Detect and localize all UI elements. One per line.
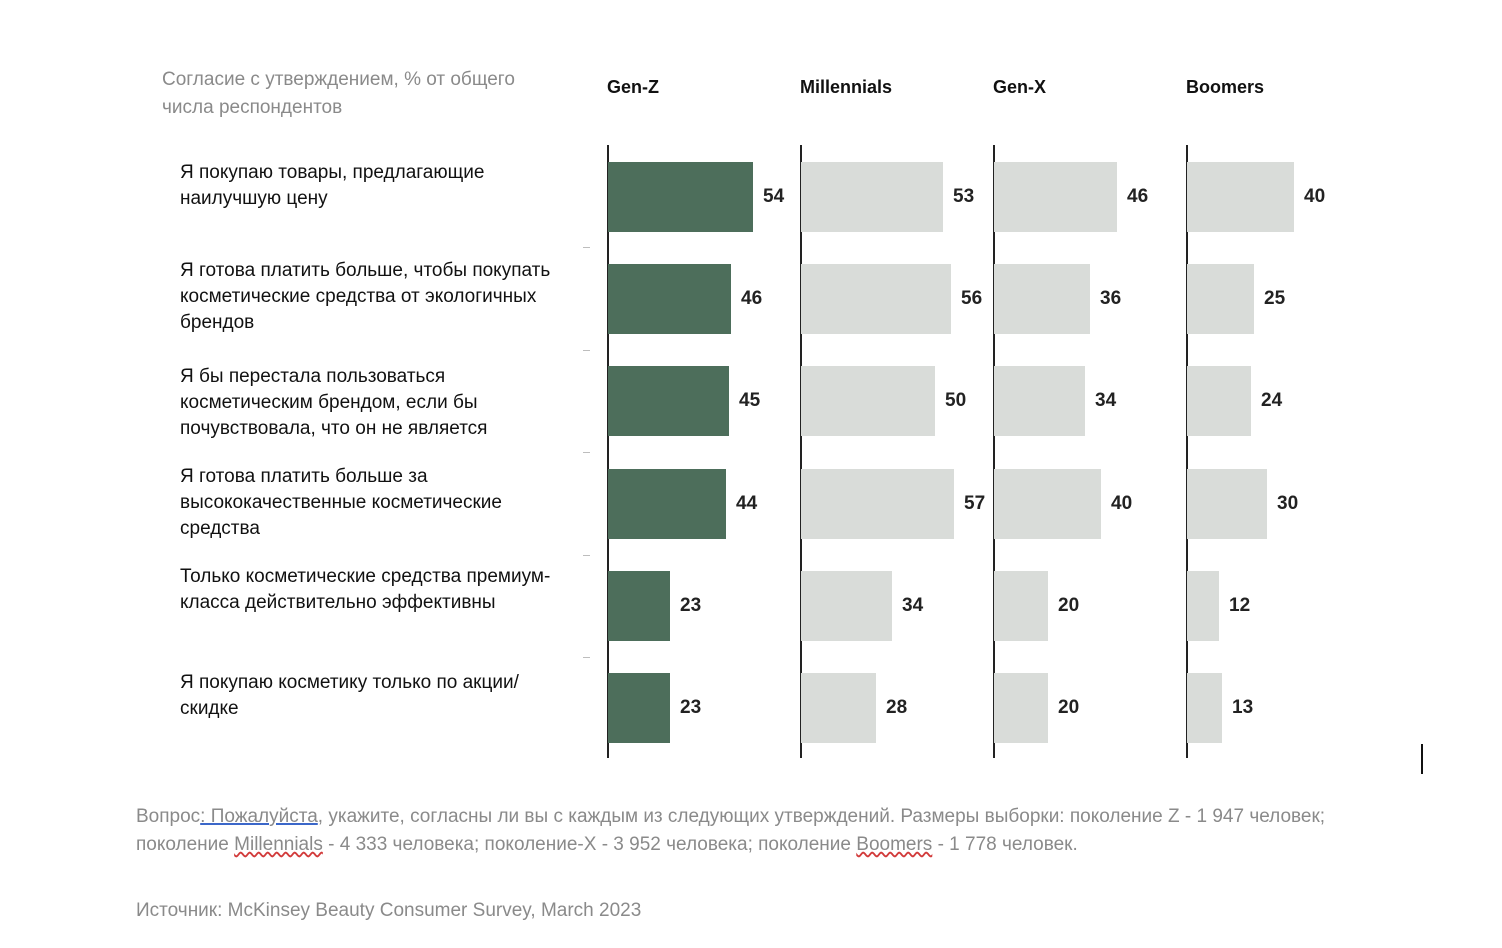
bar-value-label: 12 [1229, 595, 1251, 616]
question-millennials: Millennials [234, 834, 323, 855]
bar [801, 469, 954, 539]
bar-value-label: 34 [902, 595, 924, 616]
bar [1187, 469, 1267, 539]
question-text-2: - 4 333 человека; поколение-X - 3 952 че… [322, 834, 857, 855]
bar [608, 571, 670, 641]
chart-subtitle: Согласие с утверждением, % от общего чис… [162, 69, 515, 118]
series-axis [993, 145, 995, 758]
bar [608, 366, 729, 436]
question-boomers: Boomers [856, 834, 933, 855]
series-axis [607, 145, 609, 758]
bar-value-label: 50 [945, 390, 967, 411]
row-label: Я готова платить больше, чтобы покупать … [180, 260, 551, 333]
bar-value-label: 54 [763, 186, 785, 207]
bar [994, 366, 1085, 436]
bar [608, 469, 726, 539]
bar [801, 673, 876, 743]
source-note: Источник: McKinsey Beauty Consumer Surve… [136, 900, 642, 921]
series-axis [800, 145, 802, 758]
series-axis [1186, 145, 1188, 758]
row-label: Я готова платить больше за высококачеств… [180, 466, 502, 539]
bar-value-label: 53 [953, 186, 975, 207]
bar-value-label: 20 [1058, 697, 1080, 718]
row-label: Я покупаю товары, предлагающие наилучшую… [180, 162, 485, 209]
text-cursor [1421, 744, 1423, 774]
bar [801, 264, 951, 334]
bar-value-label: 46 [1127, 186, 1149, 207]
question-prefix: Вопрос [136, 806, 201, 827]
bar [994, 162, 1117, 232]
bar-value-label: 24 [1261, 390, 1283, 411]
bar-value-label: 56 [961, 288, 983, 309]
bar [1187, 162, 1294, 232]
row-separator-tick [583, 657, 590, 658]
bar [801, 366, 935, 436]
bar-value-label: 23 [680, 595, 702, 616]
bar-value-label: 46 [741, 288, 763, 309]
series-header: Gen-X [993, 77, 1047, 97]
bar-value-label: 34 [1095, 390, 1117, 411]
bar-value-label: 40 [1304, 186, 1326, 207]
bar [801, 162, 943, 232]
bar [994, 673, 1048, 743]
bar [1187, 571, 1219, 641]
question-text-1: , укажите, согласны ли вы с каждым из сл… [136, 806, 1326, 855]
row-separator-tick [583, 247, 590, 248]
bar [1187, 366, 1251, 436]
bar-value-label: 20 [1058, 595, 1080, 616]
bar-value-label: 30 [1277, 493, 1299, 514]
bar-value-label: 13 [1232, 697, 1254, 718]
bar-value-label: 40 [1111, 493, 1133, 514]
bar-value-label: 25 [1264, 288, 1286, 309]
row-label: Только косметические средства премиум-кл… [180, 566, 551, 613]
bar-value-label: 57 [964, 493, 986, 514]
bar [994, 469, 1101, 539]
series-header: Gen-Z [607, 77, 659, 97]
series-header: Boomers [1186, 77, 1265, 97]
bar [994, 571, 1048, 641]
row-separator-tick [583, 555, 590, 556]
row-separator-tick [583, 452, 590, 453]
bar-value-label: 36 [1100, 288, 1122, 309]
bar-value-label: 23 [680, 697, 702, 718]
bar [1187, 673, 1222, 743]
bar [801, 571, 892, 641]
bar [1187, 264, 1254, 334]
bar [994, 264, 1090, 334]
row-label: Я покупаю косметику только по акции/скид… [180, 672, 519, 719]
bar-value-label: 44 [736, 493, 758, 514]
question-note: Вопрос: Пожалуйста, укажите, согласны ли… [136, 803, 1386, 859]
bar-value-label: 45 [739, 390, 761, 411]
bar [608, 673, 670, 743]
question-text-3: - 1 778 человек. [932, 834, 1078, 855]
question-link: : Пожалуйста [200, 806, 318, 827]
row-label: Я бы перестала пользоваться косметически… [180, 366, 488, 439]
bar-value-label: 28 [886, 697, 908, 718]
series-header: Millennials [800, 77, 893, 97]
bar [608, 162, 753, 232]
row-separator-tick [583, 350, 590, 351]
bar [608, 264, 731, 334]
